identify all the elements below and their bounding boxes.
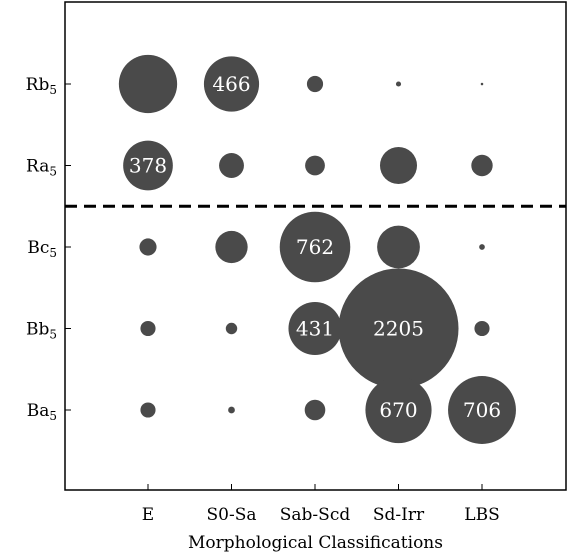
x-tick-label: Sab-Scd [280, 505, 351, 525]
x-tick-label: E [142, 505, 154, 525]
bubble-E-Bc5 [139, 238, 157, 256]
bubble-value-label: 378 [129, 154, 167, 178]
bubble-Sd-Irr-Rb5 [395, 81, 402, 87]
bubble-Sab-Scd-Ba5 [304, 399, 326, 421]
bubble-S0-Sa-Ba5 [228, 406, 235, 414]
y-tick-label: Ra5 [26, 157, 57, 179]
bubble-Sd-Irr-Ra5 [379, 146, 418, 185]
x-tick-label: Sd-Irr [373, 505, 425, 525]
bubble-E-Rb5 [118, 54, 178, 114]
bubble-E-Bb5 [140, 320, 156, 337]
bubble-S0-Sa-Bc5 [215, 230, 248, 264]
bubble-E-Ra5 [123, 140, 173, 191]
tick-labels-layer: E S0-Sa Sab-Scd Sd-Irr LBS Ba5 Bb5 Bc5 Ra5 Rb5 [26, 75, 500, 525]
bubble-value-label: 431 [296, 317, 334, 341]
bubble-LBS-Bb5 [474, 320, 490, 337]
bubble-Sd-Irr-Ba5 [365, 376, 432, 444]
bubble-value-label: 762 [296, 235, 334, 259]
y-tick-label: Rb5 [26, 75, 57, 97]
x-tick-label: S0-Sa [207, 505, 257, 525]
bubble-S0-Sa-Ra5 [219, 153, 244, 178]
bubble-value-label: 466 [212, 72, 250, 96]
bubble-LBS-Rb5 [480, 82, 484, 86]
x-tick-label: LBS [464, 505, 499, 525]
bubble-Sab-Scd-Ra5 [305, 155, 325, 176]
bubble-Sab-Scd-Rb5 [306, 75, 324, 93]
bubble-LBS-Ra5 [471, 154, 493, 177]
bubble-value-label: 2205 [373, 317, 424, 341]
bubble-S0-Sa-Bb5 [225, 322, 238, 335]
bubble-Sab-Scd-Bb5 [288, 301, 342, 356]
bubble-Sab-Scd-Bc5 [279, 211, 351, 283]
ticks-layer [65, 83, 483, 490]
y-tick-label: Bb5 [26, 320, 57, 342]
y-tick-label: Bc5 [27, 238, 57, 260]
bubbles-layer: 466 378 762 431 2205 670 706 [118, 54, 516, 444]
bubble-S0-Sa-Rb5 [203, 56, 260, 112]
bubble-value-label: 706 [463, 398, 501, 422]
bubble-value-label: 670 [379, 398, 417, 422]
bubble-Sd-Irr-Bb5 [338, 268, 459, 389]
bubble-LBS-Bc5 [479, 244, 485, 250]
y-tick-label: Ba5 [27, 401, 57, 423]
x-axis-label: Morphological Classifications [188, 533, 443, 553]
bubble-LBS-Ba5 [448, 376, 516, 444]
bubble-Sd-Irr-Bc5 [377, 225, 420, 269]
bubble-E-Ba5 [140, 402, 156, 418]
